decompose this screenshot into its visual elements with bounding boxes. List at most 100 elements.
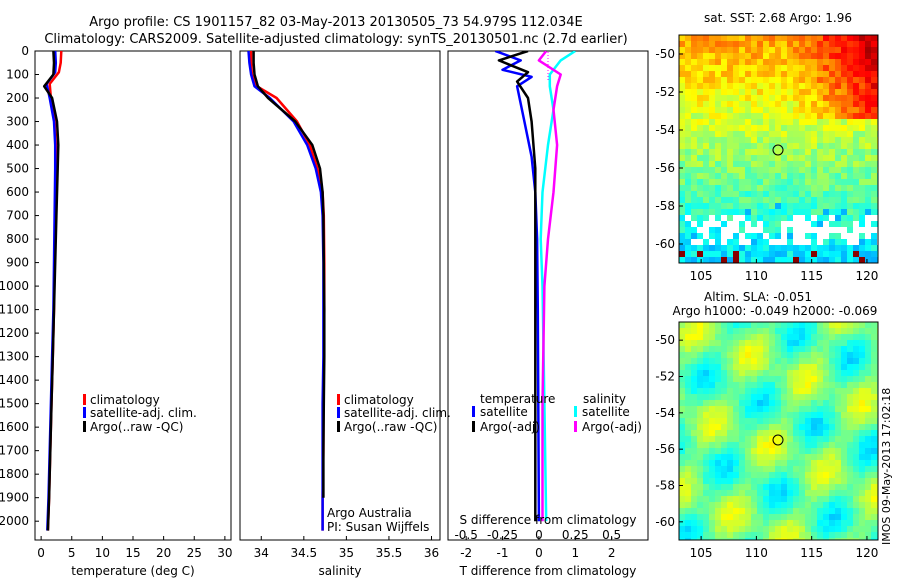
sla-cell <box>787 478 793 484</box>
legend-swatch-argo <box>337 421 340 432</box>
sla-cell <box>769 394 775 400</box>
sla-cell <box>727 382 733 388</box>
sla-cell <box>763 388 769 394</box>
sst-cell <box>697 227 703 233</box>
sst-cell <box>829 221 835 227</box>
sla-cell <box>739 400 745 406</box>
sla-cell <box>757 322 763 328</box>
sst-cell <box>859 191 865 197</box>
sst-cell <box>781 125 787 131</box>
sst-cell <box>745 95 751 101</box>
sst-cell <box>805 203 811 209</box>
sst-cell <box>715 53 721 59</box>
sla-cell <box>775 532 781 538</box>
sla-cell <box>859 454 865 460</box>
sla-cell <box>757 466 763 472</box>
sla-cell <box>847 484 853 490</box>
sst-cell <box>703 95 709 101</box>
sla-cell <box>829 478 835 484</box>
sst-cell <box>859 137 865 143</box>
sla-cell <box>841 448 847 454</box>
sst-cell <box>709 113 715 119</box>
sst-cell <box>697 155 703 161</box>
sst-cell <box>727 251 733 257</box>
sst-cell <box>757 95 763 101</box>
sla-cell <box>679 412 685 418</box>
sla-cell <box>709 502 715 508</box>
sst-cell <box>793 101 799 107</box>
sst-cell <box>763 179 769 185</box>
sla-cell <box>805 490 811 496</box>
sla-cell <box>799 328 805 334</box>
sst-cell <box>775 137 781 143</box>
sst-cell <box>835 245 841 251</box>
sst-cell <box>817 149 823 155</box>
sla-cell <box>799 430 805 436</box>
sla-cell <box>697 352 703 358</box>
sst-cell <box>715 203 721 209</box>
sla-cell <box>823 376 829 382</box>
sla-cell <box>853 472 859 478</box>
sla-cell <box>763 526 769 532</box>
sst-cell <box>775 233 781 239</box>
sst-cell <box>865 251 871 257</box>
sla-cell <box>787 436 793 442</box>
sst-cell <box>787 89 793 95</box>
sst-cell <box>811 209 817 215</box>
sst-cell <box>721 95 727 101</box>
sst-cell <box>871 197 877 203</box>
sla-cell <box>769 496 775 502</box>
sst-cell <box>853 179 859 185</box>
sla-cell <box>841 358 847 364</box>
sla-cell <box>703 502 709 508</box>
sst-cell <box>853 65 859 71</box>
sla-cell <box>691 520 697 526</box>
sla-cell <box>787 418 793 424</box>
sst-cell <box>859 239 865 245</box>
map-y-tick-label: -56 <box>655 161 675 175</box>
sla-cell <box>793 442 799 448</box>
sla-cell <box>745 430 751 436</box>
sst-cell <box>763 245 769 251</box>
sst-cell <box>871 131 877 137</box>
sla-cell <box>853 334 859 340</box>
sla-cell <box>727 460 733 466</box>
map-x-tick-label: 120 <box>855 269 878 283</box>
sst-cell <box>691 143 697 149</box>
sst-cell <box>709 149 715 155</box>
sst-cell <box>823 41 829 47</box>
sst-cell <box>823 83 829 89</box>
sla-cell <box>721 328 727 334</box>
sst-cell <box>847 239 853 245</box>
sla-cell <box>865 394 871 400</box>
sst-cell <box>871 227 877 233</box>
sla-cell <box>727 484 733 490</box>
legend-label-argo: Argo(..raw -QC) <box>90 420 183 434</box>
sla-cell <box>799 502 805 508</box>
sla-cell <box>787 508 793 514</box>
sla-cell <box>733 484 739 490</box>
sst-cell <box>679 215 685 221</box>
sla-cell <box>733 508 739 514</box>
sst-cell <box>697 131 703 137</box>
sla-cell <box>733 406 739 412</box>
sla-cell <box>787 424 793 430</box>
sst-cell <box>733 119 739 125</box>
sla-cell <box>757 394 763 400</box>
sst-cell <box>745 41 751 47</box>
sst-cell <box>679 71 685 77</box>
sst-cell <box>733 209 739 215</box>
sst-cell <box>769 89 775 95</box>
sst-cell <box>709 83 715 89</box>
sst-cell <box>721 125 727 131</box>
sst-cell <box>757 143 763 149</box>
sst-cell <box>799 227 805 233</box>
sla-cell <box>679 532 685 538</box>
sst-cell <box>703 209 709 215</box>
sla-cell <box>727 490 733 496</box>
sla-cell <box>823 466 829 472</box>
sla-cell <box>853 376 859 382</box>
sst-cell <box>703 119 709 125</box>
sla-cell <box>751 436 757 442</box>
sst-cell <box>841 167 847 173</box>
